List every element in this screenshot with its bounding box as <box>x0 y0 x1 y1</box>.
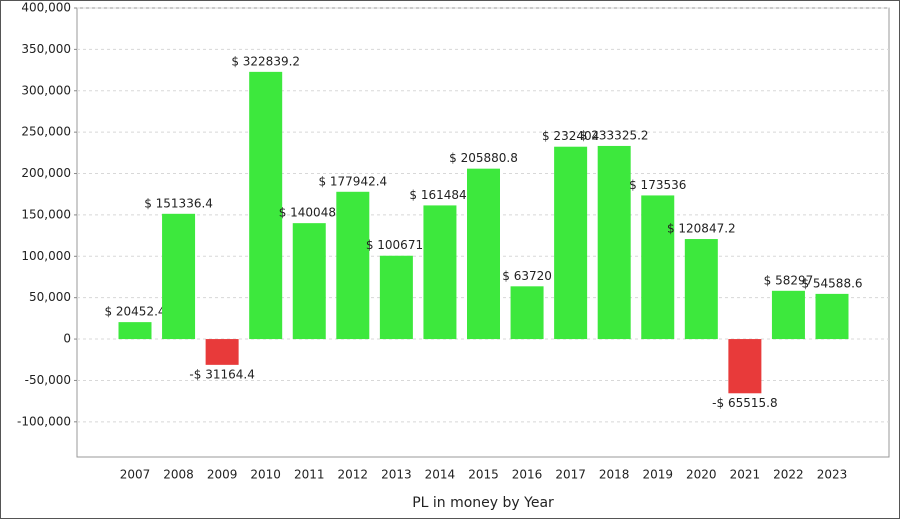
y-tick-label: 0 <box>63 332 71 346</box>
data-label: $ 63720 <box>502 269 552 283</box>
y-tick-label: 200,000 <box>21 166 71 180</box>
bar <box>162 213 196 340</box>
bar <box>815 293 849 340</box>
data-label: $ 20452.4 <box>104 305 165 319</box>
bar <box>554 146 588 340</box>
data-label: $ 120847.2 <box>667 222 736 236</box>
y-tick-label: 400,000 <box>21 1 71 15</box>
y-tick-label: 50,000 <box>29 290 71 304</box>
data-label: $ 54588.6 <box>801 276 862 290</box>
bar <box>118 322 152 340</box>
bar <box>771 290 805 340</box>
data-label: $ 100671. <box>366 238 427 252</box>
y-tick-label: -50,000 <box>25 373 71 387</box>
y-tick-label: 300,000 <box>21 83 71 97</box>
data-label: $ 161484. <box>409 188 470 202</box>
x-tick-label: 2013 <box>381 468 412 482</box>
x-tick-label: 2007 <box>120 468 151 482</box>
x-tick-label: 2012 <box>338 468 369 482</box>
x-tick-label: 2021 <box>730 468 761 482</box>
x-tick-label: 2022 <box>773 468 804 482</box>
x-tick-label: 2009 <box>207 468 238 482</box>
bar <box>205 339 239 365</box>
data-label: -$ 31164.4 <box>189 367 254 381</box>
data-label: $ 322839.2 <box>231 54 300 68</box>
bar <box>684 239 718 340</box>
x-tick-label: 2018 <box>599 468 630 482</box>
bar <box>510 286 544 340</box>
data-label: $ 173536 <box>629 178 686 192</box>
x-tick-label: 2017 <box>555 468 586 482</box>
data-label: $ 177942.4 <box>318 174 387 188</box>
data-label: $ 205880.8 <box>449 151 518 165</box>
x-tick-label: 2023 <box>817 468 848 482</box>
bar <box>597 145 631 340</box>
bar <box>423 205 457 340</box>
bar <box>292 223 326 340</box>
data-label: $ 151336.4 <box>144 196 213 210</box>
bar <box>641 195 675 340</box>
data-label: $ 58297 <box>764 273 814 287</box>
data-label: $ 232404 <box>542 129 599 143</box>
x-tick-label: 2020 <box>686 468 717 482</box>
y-tick-label: 250,000 <box>21 125 71 139</box>
bar <box>379 255 413 340</box>
y-tick-label: 100,000 <box>21 249 71 263</box>
bar <box>728 339 762 394</box>
x-tick-label: 2010 <box>250 468 281 482</box>
data-label: -$ 65515.8 <box>712 396 777 410</box>
x-tick-label: 2015 <box>468 468 499 482</box>
bar <box>336 191 370 340</box>
data-label: $ 140048. <box>279 206 340 220</box>
bar <box>467 168 500 340</box>
bar <box>249 71 283 340</box>
x-tick-label: 2011 <box>294 468 325 482</box>
x-tick-label: 2016 <box>512 468 543 482</box>
y-tick-label: 150,000 <box>21 207 71 221</box>
y-tick-label: -100,000 <box>17 414 71 428</box>
x-tick-label: 2014 <box>425 468 456 482</box>
x-tick-label: 2019 <box>642 468 673 482</box>
y-tick-label: 350,000 <box>21 42 71 56</box>
data-label: $ 233325.2 <box>580 128 649 142</box>
x-axis-label: PL in money by Year <box>412 495 554 511</box>
x-tick-label: 2008 <box>163 468 194 482</box>
